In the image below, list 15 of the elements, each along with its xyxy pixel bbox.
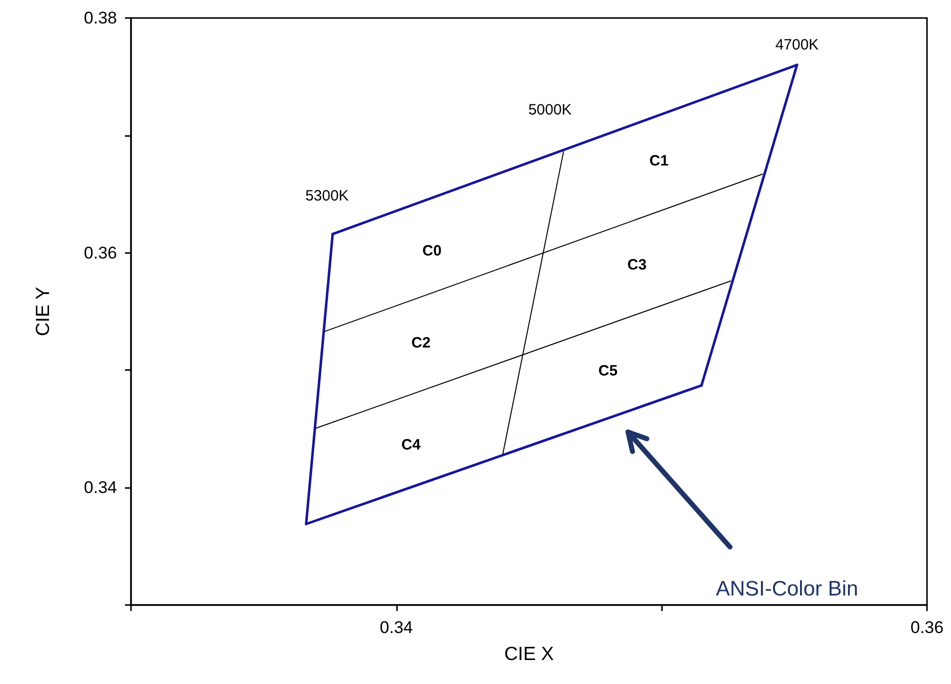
y-axis-title: CIE Y bbox=[33, 286, 54, 336]
annotation: 5300K bbox=[305, 188, 349, 204]
x-axis-title: CIE X bbox=[504, 644, 554, 665]
y-tick-label: 0.38 bbox=[84, 8, 117, 28]
annotation: C3 bbox=[627, 256, 647, 274]
annotation: ANSI-Color Bin bbox=[716, 578, 858, 600]
annotation: 5000K bbox=[528, 102, 572, 118]
annotation: C0 bbox=[422, 242, 442, 260]
annotation: 4700K bbox=[775, 36, 819, 54]
annotation: C4 bbox=[401, 436, 422, 454]
annotation: C2 bbox=[411, 334, 431, 352]
y-tick-label: 0.34 bbox=[84, 478, 117, 498]
annotation: C5 bbox=[598, 362, 618, 380]
y-tick-label: 0.36 bbox=[84, 243, 117, 262]
annotation: C1 bbox=[649, 152, 669, 170]
